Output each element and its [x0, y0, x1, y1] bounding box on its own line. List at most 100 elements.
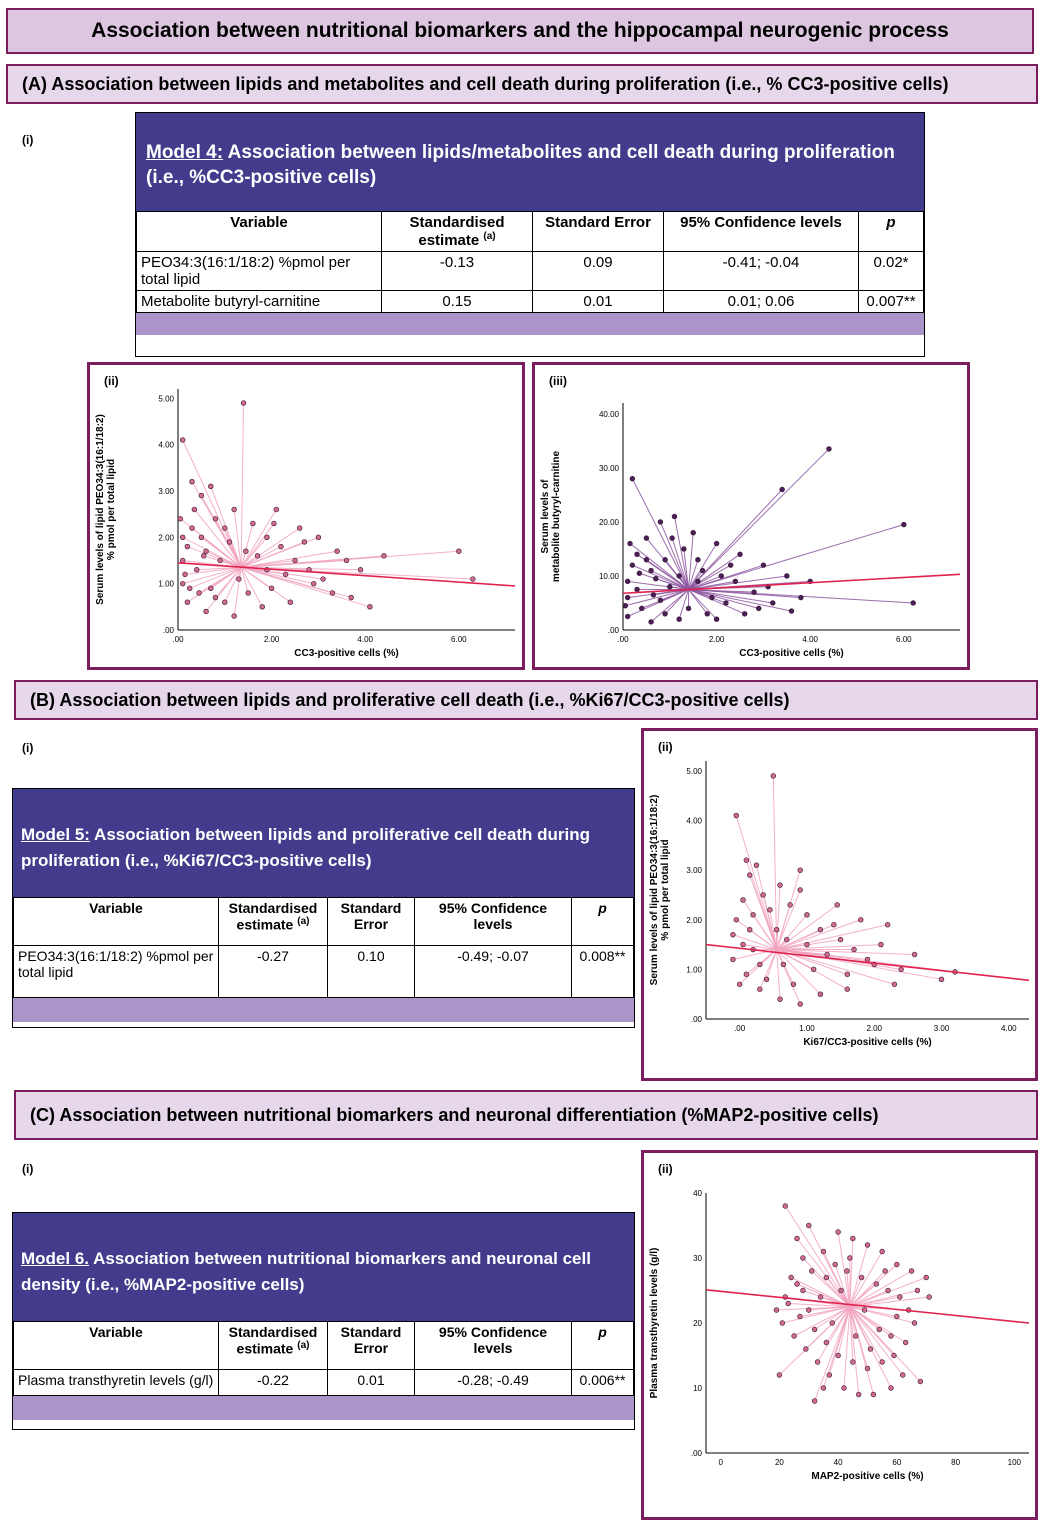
data-point — [650, 592, 657, 598]
spoke-line — [688, 588, 759, 609]
data-point — [740, 897, 746, 903]
data-point — [831, 922, 837, 928]
model-5-table: Model 5: Association between lipids and … — [12, 788, 635, 1028]
data-point — [713, 616, 720, 622]
data-point — [841, 1385, 847, 1391]
data-point — [732, 578, 739, 585]
data-point — [695, 578, 701, 585]
y-tick-label: 5.00 — [686, 767, 702, 776]
table-cell: -0.27 — [218, 945, 328, 998]
spoke-line — [688, 532, 694, 590]
spoke-line — [849, 1306, 895, 1356]
panel-label: (iii) — [549, 374, 567, 388]
data-point — [861, 1307, 868, 1313]
spoke-line — [241, 541, 305, 568]
data-point — [788, 608, 795, 614]
model-6-header: Model 6. Association between nutritional… — [13, 1213, 634, 1321]
spoke-line — [193, 509, 242, 568]
spoke-line — [799, 1306, 850, 1317]
data-point — [657, 519, 664, 525]
data-point — [785, 1300, 791, 1307]
data-point — [456, 548, 462, 554]
x-axis-label: CC3-positive cells (%) — [739, 648, 843, 659]
data-point — [870, 1391, 877, 1398]
data-point — [804, 912, 810, 918]
data-point — [177, 516, 184, 522]
spoke-line — [831, 1306, 851, 1324]
table-cell: -0.41; -0.04 — [663, 251, 859, 291]
spoke-line — [646, 559, 689, 590]
data-point — [723, 600, 729, 606]
data-point — [888, 1333, 894, 1339]
spoke-line — [849, 1277, 863, 1307]
table-header-row: Variable Standardised estimate (a) Stand… — [13, 897, 634, 946]
spoke-line — [825, 1306, 851, 1343]
data-point — [179, 437, 186, 443]
col-error: Standard Error — [327, 897, 415, 946]
spoke-line — [826, 1277, 851, 1308]
section-a-i-label: (i) — [22, 133, 34, 147]
data-point — [357, 567, 364, 573]
data-point — [676, 616, 682, 622]
y-axis-label: Serum levels of lipid PEO34:3(16:1/18:2)… — [649, 795, 671, 986]
model-4-grid: Variable Standardised estimate (a) Stand… — [136, 211, 924, 313]
col-ci: 95% Confidence levels — [414, 897, 572, 946]
data-point — [834, 902, 840, 908]
data-point — [757, 986, 763, 992]
spoke-line — [837, 1306, 851, 1356]
data-point — [884, 922, 891, 928]
spoke-line — [241, 566, 371, 608]
spoke-line — [837, 1231, 851, 1307]
spoke-line — [776, 929, 821, 950]
spoke-line — [776, 949, 821, 995]
data-point — [629, 562, 636, 568]
data-point — [826, 1372, 833, 1378]
plot-a-ii-frame: (ii) .00 2.00 4.00 6.00 .00 1.00 2.00 3.00 4.00 5.… — [87, 362, 525, 670]
data-point — [198, 534, 205, 541]
data-point — [809, 1268, 815, 1274]
table-cell: 0.008** — [571, 945, 634, 998]
data-point — [236, 576, 242, 582]
data-point — [770, 773, 776, 779]
data-point — [773, 926, 780, 933]
model-5-caption: Association between lipids and prolifera… — [21, 825, 590, 870]
data-point — [902, 1339, 909, 1346]
data-point — [888, 1385, 894, 1391]
y-axis-label-line: % pmol per total lipid — [106, 459, 117, 560]
data-point — [837, 936, 844, 943]
data-point — [740, 941, 746, 948]
spoke-line — [776, 889, 801, 950]
data-point — [806, 1307, 812, 1313]
col-estimate: Standardised estimate (a) — [218, 897, 328, 946]
data-point — [782, 1203, 788, 1209]
plot-b-ii-frame: (ii) .00 1.00 2.00 3.00 4.00 .00 1.00 2.00 3.00 4.… — [641, 728, 1038, 1081]
table-cell: -0.28; -0.49 — [414, 1369, 572, 1396]
spoke-line — [688, 543, 718, 590]
spoke-line — [742, 944, 777, 951]
data-point — [737, 551, 743, 558]
data-point — [685, 605, 692, 612]
y-axis-label-line: Serum levels of — [540, 479, 551, 554]
data-point — [803, 1346, 809, 1352]
data-point — [794, 1281, 800, 1287]
model-6-footer — [13, 1396, 634, 1420]
data-point — [208, 585, 214, 591]
data-point — [853, 1333, 859, 1339]
spoke-line — [849, 1306, 868, 1369]
x-axis-label: Ki67/CC3-positive cells (%) — [803, 1037, 931, 1048]
y-tick-label: 20.00 — [599, 518, 620, 527]
data-point — [231, 613, 237, 619]
data-point — [797, 867, 803, 873]
table-cell: Metabolite butyryl-carnitine — [136, 290, 382, 313]
data-point — [704, 611, 710, 617]
spoke-line — [688, 564, 764, 590]
spoke-line — [688, 588, 792, 612]
spoke-line — [776, 949, 828, 955]
model-6-table: Model 6. Association between nutritional… — [12, 1212, 635, 1430]
x-tick-label: 4.00 — [802, 635, 818, 644]
spoke-line — [240, 546, 282, 568]
data-point — [823, 1339, 830, 1346]
y-tick-label: .00 — [691, 1015, 703, 1024]
spoke-line — [849, 1306, 906, 1343]
model-5-footer — [13, 998, 634, 1022]
